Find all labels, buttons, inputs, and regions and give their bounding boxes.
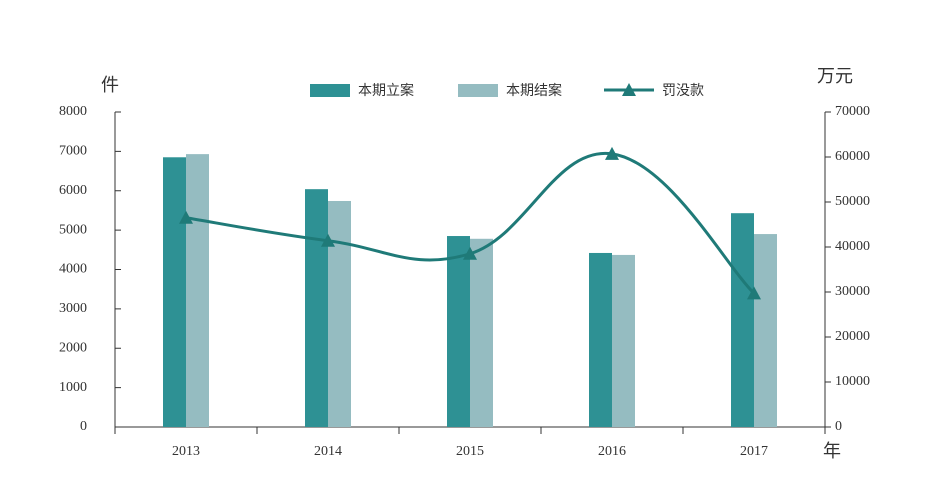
y-tick-label: 5000	[59, 222, 87, 237]
y2-tick-label: 20000	[835, 329, 870, 344]
marker	[605, 146, 619, 160]
y2-tick-label: 30000	[835, 284, 870, 299]
bar	[612, 254, 635, 427]
bar	[186, 154, 209, 427]
y2-axis-label: 万元	[817, 66, 853, 87]
y2-tick-label: 60000	[835, 149, 870, 164]
legend-swatch	[458, 84, 498, 97]
x-tick-label: 2015	[456, 444, 484, 459]
y2-tick-label: 0	[835, 419, 842, 434]
y-tick-label: 8000	[59, 104, 87, 119]
y-tick-label: 3000	[59, 301, 87, 316]
legend-label: 本期结案	[506, 82, 562, 99]
x-tick-label: 2014	[314, 444, 342, 459]
line	[185, 152, 756, 295]
legend-marker	[622, 83, 636, 96]
y-tick-label: 0	[80, 419, 87, 434]
y-tick-label: 6000	[59, 183, 87, 198]
x-tick-label: 2016	[598, 444, 626, 459]
y-axis-label: 件	[101, 75, 119, 96]
x-tick-label: 2013	[172, 444, 200, 459]
y-tick-label: 7000	[59, 144, 87, 159]
marker	[747, 286, 761, 300]
bar	[731, 213, 754, 427]
marker	[321, 233, 335, 247]
bar	[470, 238, 493, 427]
legend-label: 本期立案	[358, 82, 414, 99]
x-tick-label: 2017	[740, 444, 768, 459]
bar	[305, 189, 328, 427]
bar	[754, 234, 777, 427]
bar	[447, 236, 470, 427]
x-axis-label: 年	[823, 441, 841, 462]
y2-tick-label: 40000	[835, 239, 870, 254]
y-tick-label: 2000	[59, 340, 87, 355]
marker	[463, 246, 477, 260]
y2-tick-label: 50000	[835, 194, 870, 209]
bar	[328, 200, 351, 427]
y-tick-label: 4000	[59, 262, 87, 277]
bar	[163, 157, 186, 427]
y-tick-label: 1000	[59, 380, 87, 395]
bar	[589, 252, 612, 427]
y2-tick-label: 70000	[835, 104, 870, 119]
legend-swatch	[310, 84, 350, 97]
marker	[179, 210, 193, 224]
y2-tick-label: 10000	[835, 374, 870, 389]
legend-label: 罚没款	[662, 83, 704, 99]
